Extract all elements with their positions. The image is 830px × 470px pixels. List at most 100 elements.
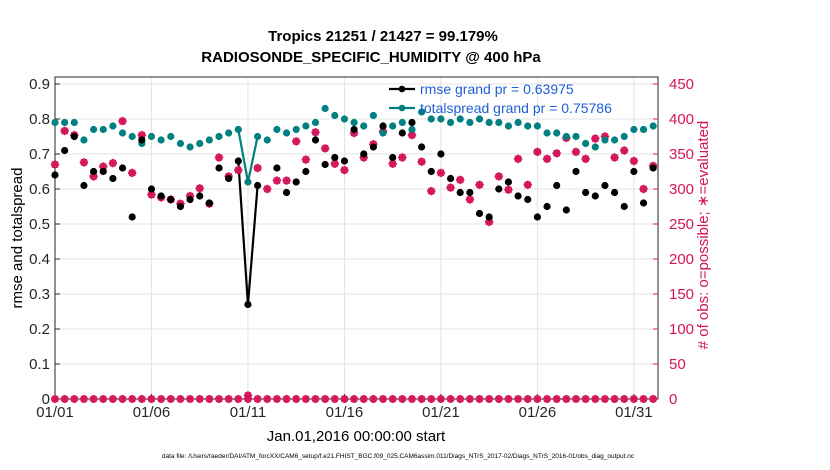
obs-zero-evaluated-point [600,395,609,403]
y-axis-label-right: # of obs: o=possible; ∗=evaluated [695,121,712,350]
obs-evaluated-point [234,165,243,175]
y-tick-label-right: 250 [669,216,694,233]
totalspread-point [456,115,464,123]
totalspread-point [572,132,580,141]
obs-zero-evaluated-point [533,395,542,403]
y-axis-right: 0 50 100 150 200 250 300 350 400 450 [653,76,694,408]
totalspread-point [504,122,513,130]
obs-zero-evaluated-point [581,395,590,403]
obs-evaluated-point [407,130,417,140]
rmse-point [196,192,204,200]
rmse-point [456,188,464,197]
obs-evaluated-point [89,172,98,181]
rmse-point [524,195,532,204]
totalspread-point [485,118,493,127]
obs-zero-evaluated-point [562,395,571,403]
rmse-point [360,150,368,158]
y-tick-label-right: 100 [669,321,694,338]
totalspread-point [475,115,484,123]
rmse-point [331,153,339,162]
obs-evaluated-point [340,165,349,175]
totalspread-point [418,108,426,116]
y-tick-label: 0.1 [29,356,50,373]
obs-evaluated-point [533,147,542,157]
totalspread-point [196,139,204,148]
rmse-point [176,202,185,211]
obs-evaluated-point [320,144,330,153]
totalspread-point [176,139,185,148]
obs-zero-evaluated-point [89,395,98,403]
obs-zero-evaluated-point [166,395,175,403]
obs-zero-evaluated-point [282,395,291,403]
x-axis-label: Jan.01,2016 00:00:00 start [267,428,446,445]
obs-evaluated-point [137,130,147,140]
obs-zero-evaluated-point [263,395,272,403]
obs-zero-evaluated-point [60,395,69,403]
obs-evaluated-point [475,180,484,189]
rmse-point [157,192,165,200]
totalspread-point [61,118,69,127]
totalspread-point [466,118,474,127]
obs-zero-evaluated-point [176,395,185,403]
obs-zero-evaluated-point [379,395,388,403]
totalspread-point [446,118,455,127]
rmse-point [138,136,146,144]
obs-evaluated-point [629,156,639,166]
totalspread-point [302,122,310,130]
totalspread-point [147,132,156,141]
rmse-point [215,164,223,172]
obs-zero-evaluated-point [446,395,455,403]
rmse-point [70,132,78,141]
obs-evaluated-point [388,159,397,168]
totalspread-point [51,118,59,127]
totalspread-point [524,122,532,130]
obs-zero-evaluated-point [224,395,233,403]
obs-evaluated-point [292,137,301,146]
totalspread-point [244,178,252,186]
x-tick-label: 01/01 [36,404,74,421]
data-file-footnote: data file: /Users/raeder/DAI/ATM_forcXX/… [162,453,635,460]
y-axis-left: 0 0.1 0.2 0.3 0.4 0.5 0.6 0.7 0.8 0.9 [29,76,60,408]
totalspread-point [273,125,281,134]
totalspread-point [369,111,377,120]
totalspread-point [495,118,503,127]
rmse-point [591,192,599,200]
obs-zero-evaluated-point [157,395,166,403]
obs-zero-evaluated-point [128,395,137,403]
obs-zero-evaluated-point [195,395,204,403]
obs-zero-evaluated-point [272,395,281,403]
obs-evaluated-point [465,195,475,204]
obs-evaluated-point [484,217,494,227]
totalspread-point [128,132,136,141]
totalspread-point [282,129,291,137]
rmse-point [495,185,503,193]
obs-zero-evaluated-point [427,395,436,403]
y-tick-label-right: 300 [669,181,694,198]
totalspread-point [263,136,271,144]
y-tick-label: 0 [42,391,50,408]
obs-evaluated-point [127,168,137,178]
legend-totalspread-marker [398,104,406,112]
obs-evaluated-point [417,157,426,166]
rmse-point [427,167,435,176]
obs-zero-evaluated-point [388,395,397,403]
obs-evaluated-point [118,116,127,126]
totalspread-point [610,136,619,144]
rmse-point [225,174,233,183]
rmse-point [244,300,252,309]
y-tick-label-right: 400 [669,111,694,128]
totalspread-point [562,132,570,141]
rmse-point [582,188,590,197]
y-axis-label: rmse and totalspread [9,168,26,309]
totalspread-point [553,129,561,137]
obs-zero-evaluated-point [215,395,224,403]
totalspread-point [186,143,194,151]
rmse-point [466,188,474,197]
totalspread-point [543,129,551,137]
rmse-point [350,125,358,134]
rmse-point [167,195,175,204]
y-tick-label-right: 50 [669,356,686,373]
totalspread-point [167,132,175,141]
obs-zero-evaluated-point [99,395,108,403]
